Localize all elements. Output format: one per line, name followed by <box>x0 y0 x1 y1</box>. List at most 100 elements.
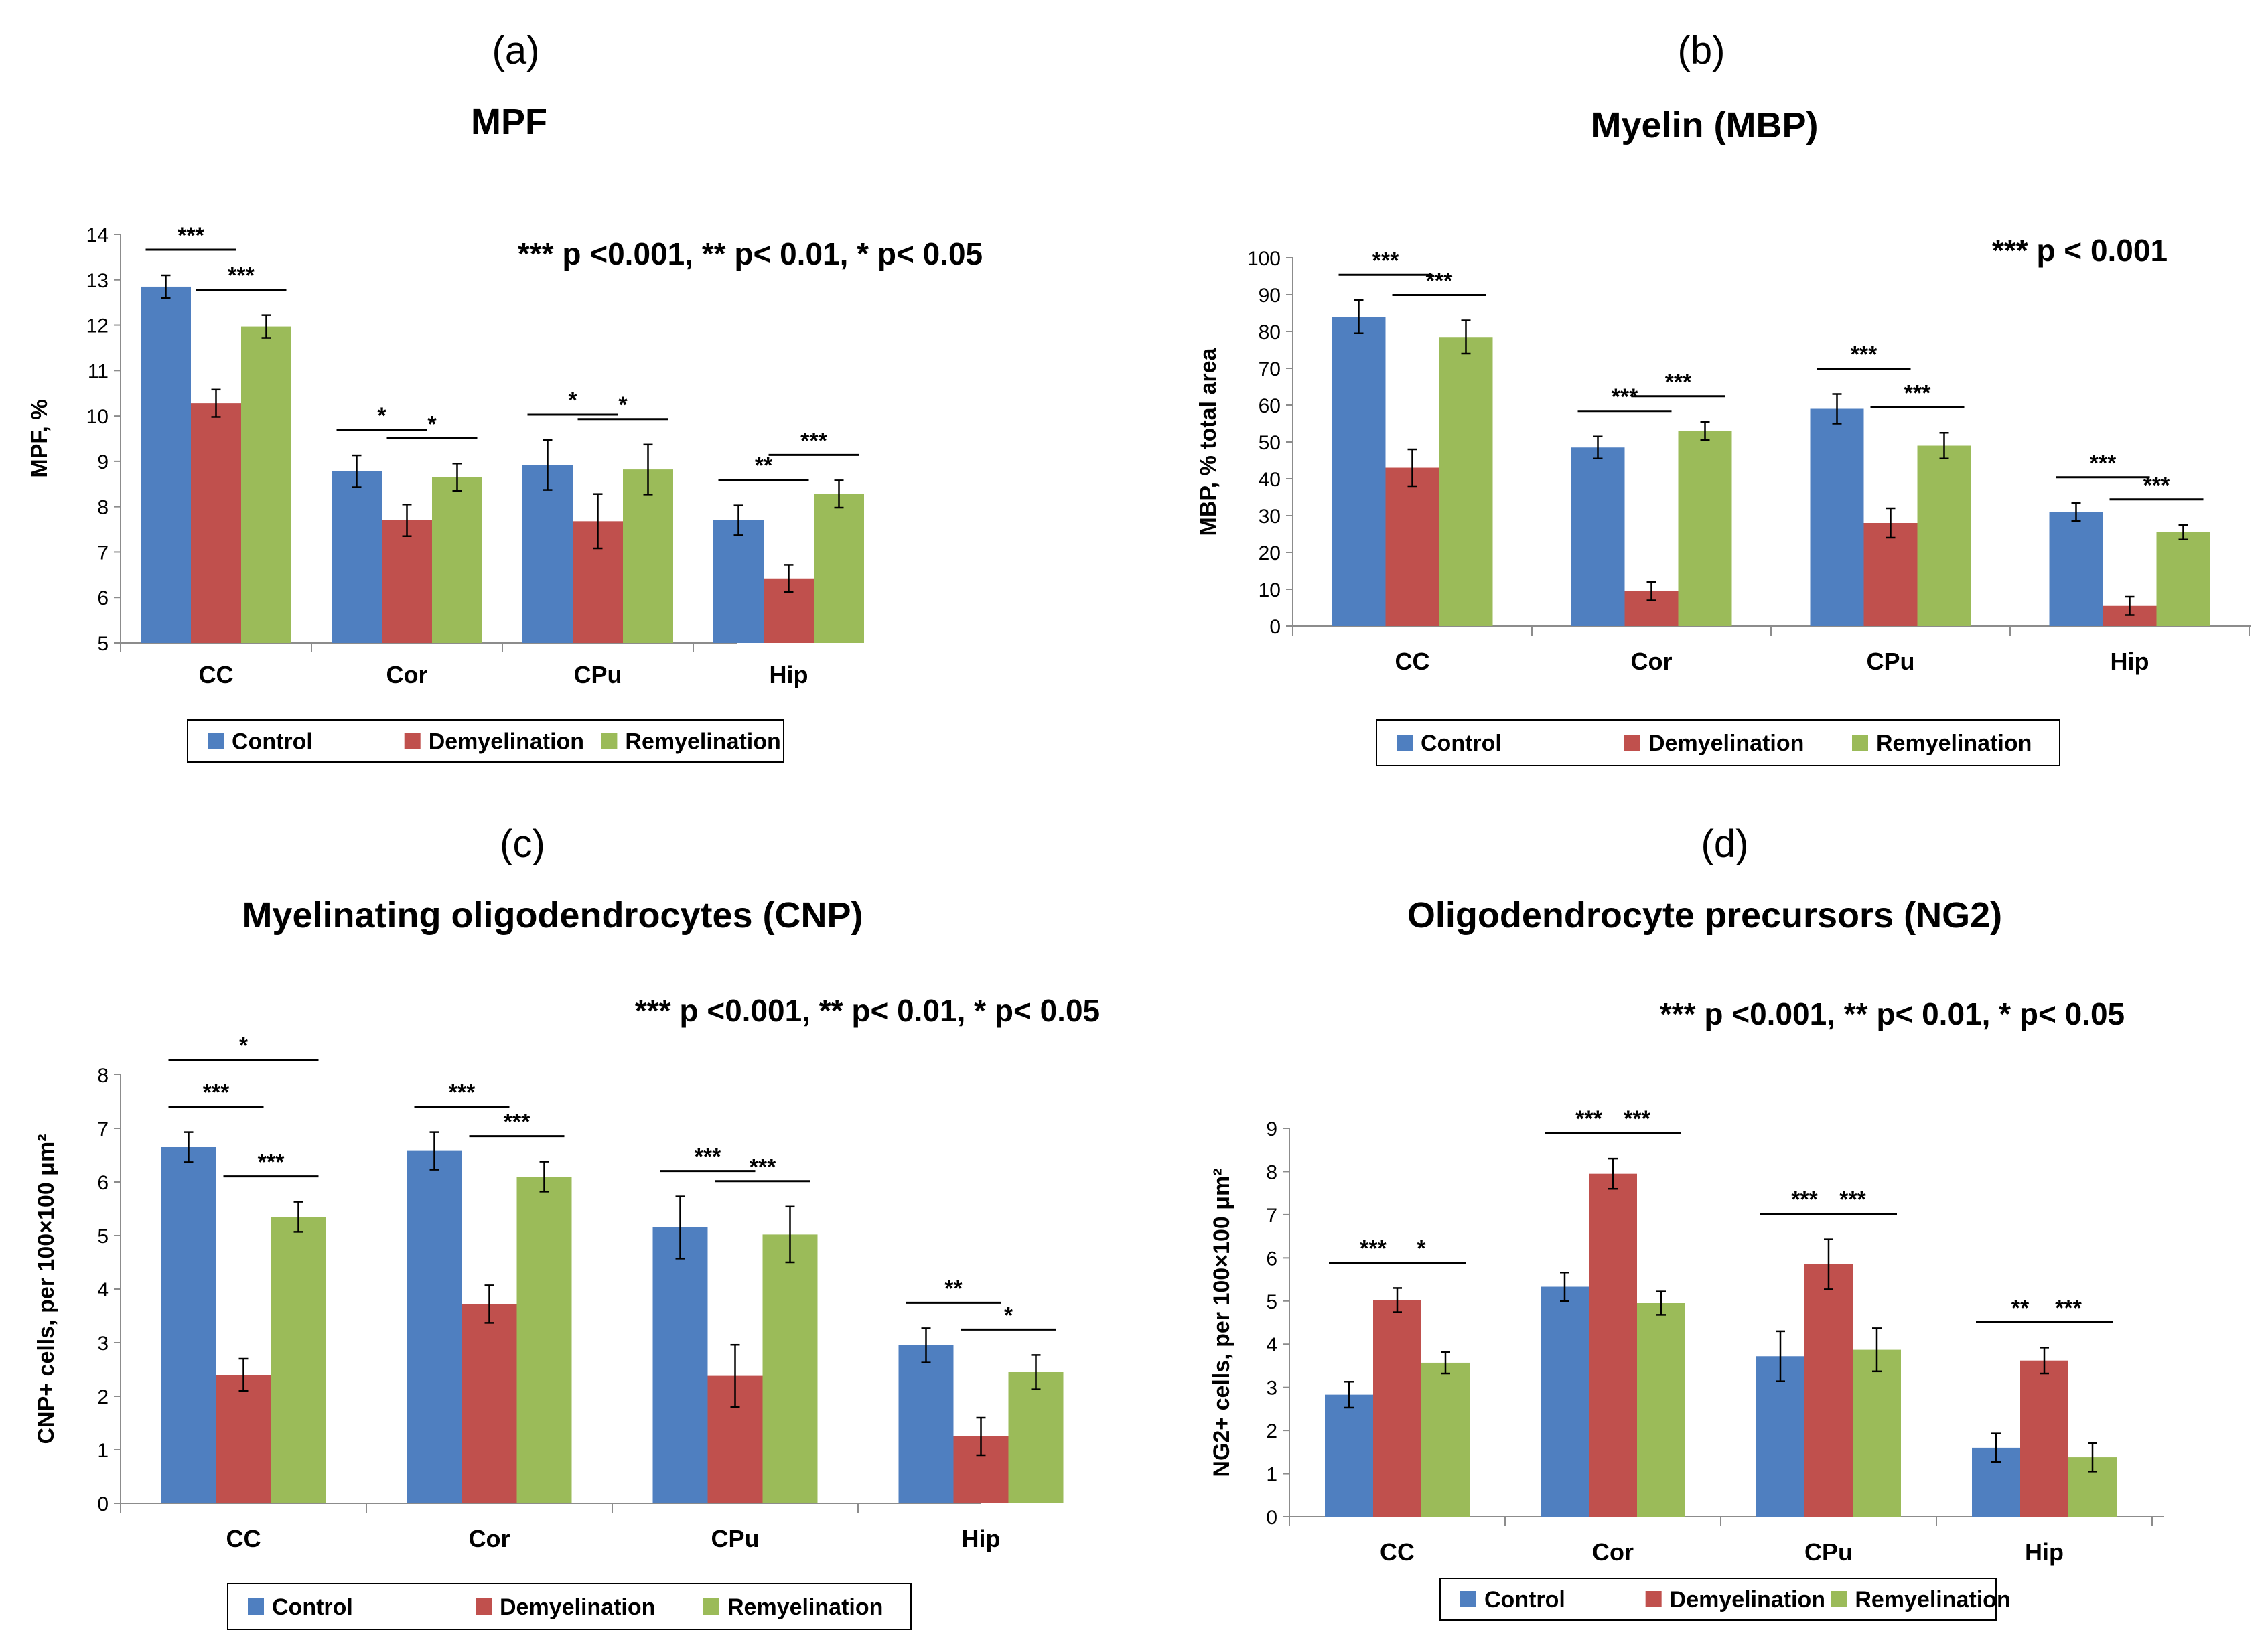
y-axis-label: CNP+ cells, per 100×100 μm² <box>33 1134 59 1444</box>
significance-note: *** p <0.001, ** p< 0.01, * p< 0.05 <box>518 236 983 271</box>
significance-label: *** <box>1575 1106 1602 1132</box>
legend: Control Demyelination Remyelination <box>187 719 784 763</box>
legend-label: Remyelination <box>1855 1587 2010 1613</box>
y-tick-label: 8 <box>97 1065 109 1087</box>
legend-label: Demyelination <box>500 1594 655 1620</box>
y-tick-label: 11 <box>88 360 109 382</box>
y-tick-label: 9 <box>97 451 109 473</box>
significance-label: *** <box>1426 269 1453 294</box>
bar-control <box>1332 317 1386 626</box>
legend-label: Control <box>232 729 313 755</box>
legend-swatch-remyelination <box>1831 1591 1847 1607</box>
y-tick-label: 40 <box>1259 469 1281 491</box>
x-tick-label: CPu <box>1867 648 1915 675</box>
bar-remyelination <box>762 1234 818 1503</box>
significance-label: * <box>377 403 386 429</box>
chart-title: MPF <box>471 102 547 142</box>
bar-remyelination <box>432 477 482 643</box>
y-tick-label: 7 <box>1266 1205 1277 1227</box>
bar-remyelination <box>241 326 291 643</box>
y-tick-label: 10 <box>86 406 109 428</box>
legend-swatch-demyelination <box>404 733 421 749</box>
panel-letter: (d) <box>1701 822 1749 866</box>
y-tick-label: 7 <box>97 1118 109 1140</box>
chart-title: Myelin (MBP) <box>1591 105 1818 145</box>
bar-remyelination <box>623 469 673 643</box>
y-tick-label: 50 <box>1259 432 1281 454</box>
bar-control <box>1571 447 1625 626</box>
y-tick-label: 20 <box>1259 542 1281 565</box>
significance-label: *** <box>1851 342 1877 368</box>
legend-label: Control <box>1484 1587 1565 1613</box>
chart-title: Oligodendrocyte precursors (NG2) <box>1407 895 2002 936</box>
y-tick-label: 9 <box>1266 1118 1277 1140</box>
significance-label: *** <box>1360 1236 1387 1261</box>
bar-remyelination <box>1637 1303 1685 1517</box>
y-tick-label: 0 <box>97 1493 109 1515</box>
significance-label: * <box>568 388 577 413</box>
y-tick-label: 10 <box>1259 579 1281 601</box>
significance-label: *** <box>504 1110 530 1135</box>
significance-label: *** <box>258 1150 285 1175</box>
bar-control <box>1325 1394 1373 1517</box>
bar-demyelination <box>216 1375 271 1503</box>
bar-control <box>522 465 573 643</box>
x-tick-label: Hip <box>962 1525 1001 1552</box>
legend-label: Demyelination <box>429 729 584 755</box>
significance-label: *** <box>203 1080 230 1106</box>
bar-control <box>1810 408 1864 626</box>
bar-control <box>898 1345 954 1503</box>
x-tick-label: Hip <box>770 661 808 688</box>
chart-panel-b: (b) Myelin (MBP) *** p < 0.001 MBP, % total… <box>1196 29 2251 766</box>
bar-demyelination <box>1804 1264 1853 1517</box>
bar-remyelination <box>814 494 864 643</box>
x-tick-label: CC <box>226 1525 261 1552</box>
significance-label: * <box>618 392 628 418</box>
x-tick-label: CPu <box>711 1525 760 1552</box>
y-tick-label: 70 <box>1259 358 1281 380</box>
x-tick-label: Hip <box>2111 648 2149 675</box>
y-tick-label: 60 <box>1259 395 1281 417</box>
significance-note: *** p <0.001, ** p< 0.01, * p< 0.05 <box>1660 996 2125 1031</box>
bar-control <box>652 1227 708 1503</box>
y-tick-label: 2 <box>97 1386 109 1408</box>
bar-demyelination <box>382 520 432 643</box>
bar-demyelination <box>191 403 241 643</box>
legend-box <box>1439 1578 1997 1621</box>
legend-swatch-remyelination <box>1852 735 1868 751</box>
bar-demyelination <box>1589 1173 1637 1517</box>
legend-swatch-remyelination <box>703 1598 719 1615</box>
bar-demyelination <box>462 1304 517 1503</box>
panel-letter: (c) <box>500 822 545 866</box>
significance-label: * <box>239 1033 249 1059</box>
y-tick-label: 1 <box>1266 1464 1277 1486</box>
y-tick-label: 3 <box>97 1333 109 1355</box>
legend-swatch-control <box>1397 735 1413 751</box>
y-tick-label: 5 <box>97 1225 109 1248</box>
legend: Control Demyelination Remyelination <box>1376 719 2060 766</box>
bar-remyelination <box>1853 1349 1901 1517</box>
x-tick-label: CC <box>199 661 234 688</box>
significance-label: *** <box>1624 1106 1650 1132</box>
y-tick-label: 80 <box>1259 321 1281 344</box>
significance-label: * <box>1417 1236 1426 1261</box>
bar-control <box>713 520 764 643</box>
chart-title: Myelinating oligodendrocytes (CNP) <box>242 895 863 936</box>
y-tick-label: 6 <box>97 1172 109 1194</box>
y-tick-label: 0 <box>1269 616 1281 638</box>
bar-remyelination <box>1678 431 1732 626</box>
legend-swatch-demyelination <box>1645 1591 1662 1607</box>
legend: Control Demyelination Remyelination <box>1439 1578 2011 1621</box>
y-tick-label: 5 <box>97 633 109 655</box>
bar-remyelination <box>1439 337 1493 626</box>
panel-letter: (a) <box>492 29 540 72</box>
y-axis-label: NG2+ cells, per 100×100 μm² <box>1209 1168 1234 1477</box>
legend-label: Remyelination <box>727 1594 883 1620</box>
y-tick-label: 2 <box>1266 1420 1277 1442</box>
bar-demyelination <box>1863 523 1918 626</box>
x-tick-label: Hip <box>2025 1538 2064 1566</box>
legend-box <box>1376 719 2060 766</box>
significance-label: *** <box>2143 473 2170 498</box>
significance-note: *** p < 0.001 <box>1992 233 2168 268</box>
legend-label: Remyelination <box>625 729 780 755</box>
